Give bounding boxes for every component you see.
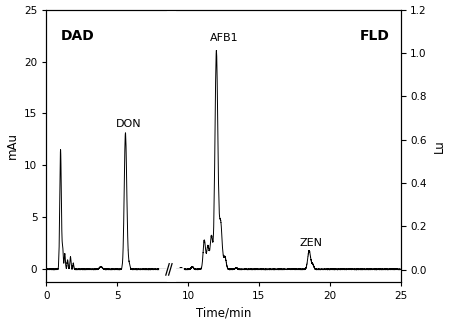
Bar [167, 9, 175, 282]
Text: ZEN: ZEN [300, 238, 323, 248]
Text: AFB1: AFB1 [210, 33, 239, 43]
Y-axis label: mAu: mAu [5, 132, 18, 159]
Text: FLD: FLD [360, 29, 390, 43]
Text: DAD: DAD [60, 29, 94, 43]
Text: DON: DON [116, 119, 142, 129]
X-axis label: Time/min: Time/min [196, 306, 251, 319]
Y-axis label: Lu: Lu [433, 139, 446, 152]
